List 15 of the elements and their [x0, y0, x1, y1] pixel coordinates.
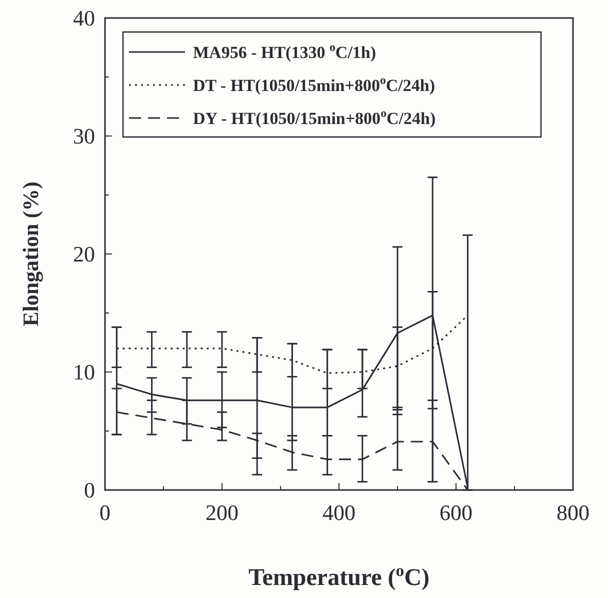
y-tick-label: 30: [73, 124, 95, 149]
y-tick-label: 0: [84, 478, 95, 503]
y-tick-label: 20: [73, 242, 95, 267]
x-tick-label: 400: [322, 500, 356, 525]
x-tick-label: 600: [440, 500, 472, 525]
y-tick-label: 40: [73, 6, 95, 31]
y-axis-title: Elongation (%): [18, 182, 43, 326]
x-tick-label: 800: [556, 500, 590, 525]
legend-label: MA956 - HT(1330 $^{o}$C/1h): [193, 40, 376, 62]
y-tick-label: 10: [73, 360, 95, 385]
legend-label: DT - HT(1050/15min+800$^{o}$C/24h): [193, 72, 436, 95]
x-axis-title: Temperature ($^{o}$C): [248, 560, 430, 591]
x-tick-label: 0: [100, 500, 110, 525]
x-tick-label: 200: [206, 500, 238, 525]
legend-label: DY - HT(1050/15min+800$^{o}$C/24h): [193, 106, 436, 128]
